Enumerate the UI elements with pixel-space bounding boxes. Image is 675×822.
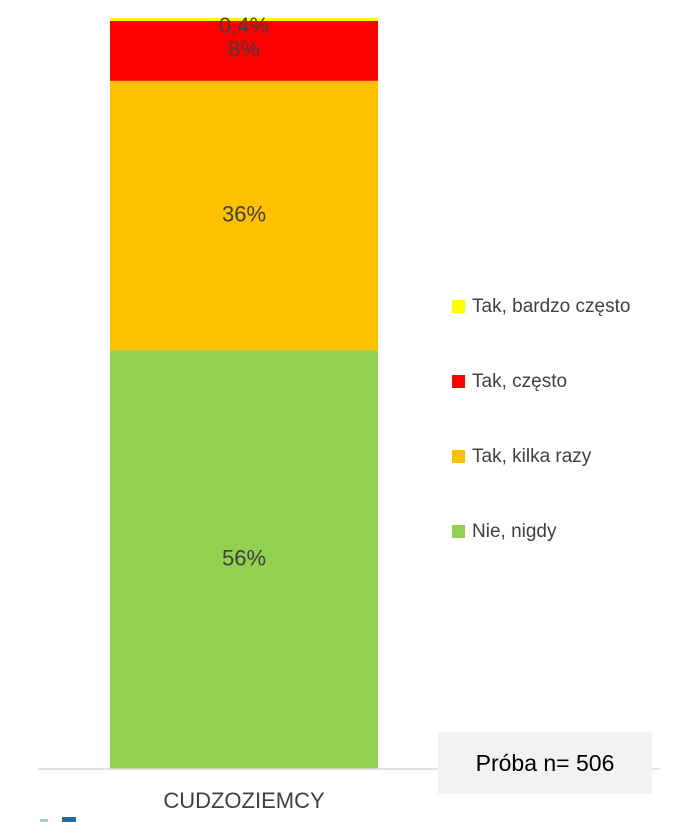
segment-labels: 56% 36% 8%0,4% [219,13,269,571]
bar-segment-tak-kilka-razy [110,80,378,351]
legend-item-tak-czesto: Tak, często [452,371,567,392]
legend-label: Tak, bardzo często [472,296,630,317]
data-label-tak-bardzo-czesto: 0,4% [219,13,269,38]
category-labels: CUDZOZIEMCY [163,788,325,813]
bar-segment-tak-bardzo-czesto [110,18,378,21]
legend-item-nie-nigdy: Nie, nigdy [452,521,557,542]
sample-size-text: Próba n= 506 [475,750,615,776]
bar-segment-tak-czesto [110,20,378,81]
legend-item-tak-bardzo-czesto: Tak, bardzo często [452,296,630,317]
logo-fragment [40,815,78,822]
category-label: CUDZOZIEMCY [163,788,325,813]
legend-item-tak-kilka-razy: Tak, kilka razy [452,446,592,467]
data-label-tak-kilka-razy: 36% [222,201,266,226]
bar-segments [110,18,378,769]
legend-swatch [452,375,465,388]
data-label-nie-nigdy: 56% [222,545,266,570]
bar-segment-nie-nigdy [110,350,378,769]
legend-label: Tak, kilka razy [472,446,592,467]
data-label-tak-czesto: 8% [228,37,260,62]
legend-label: Tak, często [472,371,567,392]
legend-label: Nie, nigdy [472,521,557,542]
legend-swatch [452,300,465,313]
legend: Tak, bardzo często Tak, często Tak, kilka … [452,296,630,542]
sample-size-box: Próba n= 506 [438,732,652,794]
legend-swatch [452,450,465,463]
legend-swatch [452,525,465,538]
